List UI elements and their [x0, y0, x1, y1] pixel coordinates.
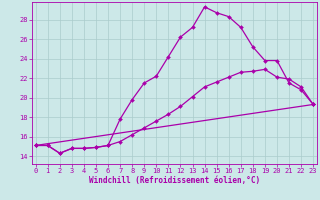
X-axis label: Windchill (Refroidissement éolien,°C): Windchill (Refroidissement éolien,°C) [89, 176, 260, 185]
